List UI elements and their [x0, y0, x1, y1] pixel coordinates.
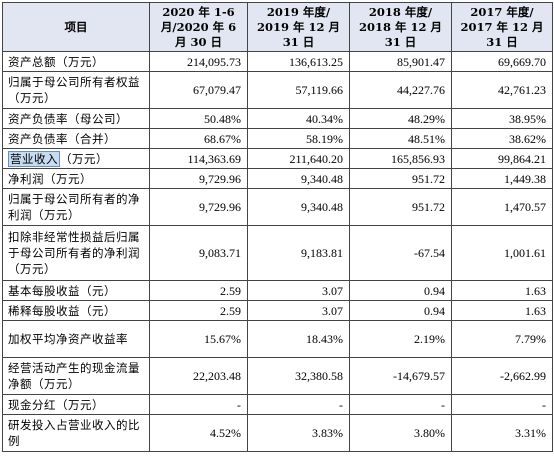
header-period-2018: 2018 年度/ 2018 年 12 月 31 日 [349, 2, 452, 52]
table-row: 净利润（万元） 9,729.96 9,340.48 951.72 1,449.3… [2, 168, 553, 189]
table-header: 项目 2020 年 1-6 月/2020 年 6 月 30 日 2019 年度/… [2, 2, 553, 52]
cell-2017: 1.63 [451, 280, 553, 301]
cell-2018: -67.54 [349, 225, 452, 281]
cell-2020: 9,083.71 [149, 225, 248, 281]
table-row: 经营活动产生的现金流量净额（万元） 22,203.48 32,380.58 -1… [2, 357, 553, 395]
row-label: 加权平均净资产收益率 [2, 320, 150, 358]
cell-2018: 85,901.47 [349, 51, 452, 72]
cell-2018: -14,679.57 [349, 357, 452, 395]
table-row: 稀释每股收益（元） 2.59 3.07 0.94 1.63 [2, 300, 553, 321]
table-row: 基本每股收益（元） 2.59 3.07 0.94 1.63 [2, 280, 553, 301]
cell-2019: 9,340.48 [247, 168, 350, 189]
cell-2018: 0.94 [349, 300, 452, 321]
cell-2019: 9,340.48 [247, 188, 350, 226]
cell-2020: 4.52% [149, 414, 248, 452]
cell-2019: 57,119.66 [247, 71, 350, 109]
cell-2017: 1,470.57 [451, 188, 553, 226]
cell-2020: 2.59 [149, 280, 248, 301]
cell-2018: - [349, 394, 452, 415]
row-label: 归属于母公司所有者权益（万元） [2, 71, 150, 109]
cell-2019: - [247, 394, 350, 415]
row-label-unit: （万元） [60, 151, 108, 166]
header-period-2017: 2017 年度/ 2017 年 12 月 31 日 [451, 2, 553, 52]
cell-2017: 99,864.21 [451, 148, 553, 169]
cell-2018: 951.72 [349, 168, 452, 189]
cell-2018: 48.51% [349, 128, 452, 149]
row-label: 研发投入占营业收入的比例 [2, 414, 150, 452]
row-label: 归属于母公司所有者的净利润（万元） [2, 188, 150, 226]
cell-2019: 9,183.81 [247, 225, 350, 281]
table-row: 研发投入占营业收入的比例 4.52% 3.83% 3.80% 3.31% [2, 414, 553, 452]
row-label: 扣除非经常性损益后归属于母公司所有者的净利润（万元） [2, 225, 150, 281]
cell-2017: 38.95% [451, 108, 553, 129]
row-label: 资产负债率（母公司） [2, 108, 150, 129]
cell-2018: 951.72 [349, 188, 452, 226]
table-row: 归属于母公司所有者权益（万元） 67,079.47 57,119.66 44,2… [2, 71, 553, 109]
cell-2019: 40.34% [247, 108, 350, 129]
row-label: 营业收入 （万元） [2, 148, 150, 169]
cell-2020: 9,729.96 [149, 168, 248, 189]
row-label: 现金分红（万元） [2, 394, 150, 415]
highlighted-text: 营业收入 [8, 150, 60, 167]
cell-2020: 67,079.47 [149, 71, 248, 109]
cell-2020: 9,729.96 [149, 188, 248, 226]
cell-2019: 3.83% [247, 414, 350, 452]
cell-2017: - [451, 394, 553, 415]
row-label: 基本每股收益（元） [2, 280, 150, 301]
table-row: 加权平均净资产收益率 15.67% 18.43% 2.19% 7.79% [2, 320, 553, 358]
row-label: 经营活动产生的现金流量净额（万元） [2, 357, 150, 395]
cell-2018: 44,227.76 [349, 71, 452, 109]
cell-2017: 7.79% [451, 320, 553, 358]
cell-2018: 48.29% [349, 108, 452, 129]
table-row: 资产总额（万元） 214,095.73 136,613.25 85,901.47… [2, 51, 553, 72]
cell-2019: 211,640.20 [247, 148, 350, 169]
cell-2020: 22,203.48 [149, 357, 248, 395]
table-row: 资产负债率（合并） 68.67% 58.19% 48.51% 38.62% [2, 128, 553, 149]
row-label: 资产负债率（合并） [2, 128, 150, 149]
cell-2017: 1.63 [451, 300, 553, 321]
cell-2020: - [149, 394, 248, 415]
cell-2017: 42,761.23 [451, 71, 553, 109]
cell-2018: 3.80% [349, 414, 452, 452]
cell-2018: 0.94 [349, 280, 452, 301]
cell-2019: 32,380.58 [247, 357, 350, 395]
cell-2019: 18.43% [247, 320, 350, 358]
table-row: 归属于母公司所有者的净利润（万元） 9,729.96 9,340.48 951.… [2, 188, 553, 226]
cell-2019: 136,613.25 [247, 51, 350, 72]
cell-2020: 50.48% [149, 108, 248, 129]
cell-2019: 3.07 [247, 300, 350, 321]
cell-2018: 165,856.93 [349, 148, 452, 169]
header-period-2020: 2020 年 1-6 月/2020 年 6 月 30 日 [149, 2, 248, 52]
header-item: 项目 [2, 2, 150, 52]
cell-2020: 2.59 [149, 300, 248, 321]
table-body: 资产总额（万元） 214,095.73 136,613.25 85,901.47… [2, 51, 553, 452]
row-label: 稀释每股收益（元） [2, 300, 150, 321]
row-label: 净利润（万元） [2, 168, 150, 189]
cell-2019: 58.19% [247, 128, 350, 149]
cell-2017: 3.31% [451, 414, 553, 452]
cell-2017: 1,449.38 [451, 168, 553, 189]
table-row: 扣除非经常性损益后归属于母公司所有者的净利润（万元） 9,083.71 9,18… [2, 225, 553, 281]
cell-2017: 38.62% [451, 128, 553, 149]
table-row: 资产负债率（母公司） 50.48% 40.34% 48.29% 38.95% [2, 108, 553, 129]
cell-2017: -2,662.99 [451, 357, 553, 395]
cell-2017: 1,001.61 [451, 225, 553, 281]
cell-2020: 214,095.73 [149, 51, 248, 72]
table-row: 营业收入 （万元） 114,363.69 211,640.20 165,856.9… [2, 148, 553, 169]
cell-2017: 69,669.70 [451, 51, 553, 72]
cell-2020: 15.67% [149, 320, 248, 358]
cell-2020: 114,363.69 [149, 148, 248, 169]
cell-2020: 68.67% [149, 128, 248, 149]
table-row: 现金分红（万元） - - - - [2, 394, 553, 415]
financial-indicators-table: 项目 2020 年 1-6 月/2020 年 6 月 30 日 2019 年度/… [2, 2, 553, 452]
header-period-2019: 2019 年度/ 2019 年 12 月 31 日 [247, 2, 350, 52]
cell-2019: 3.07 [247, 280, 350, 301]
cell-2018: 2.19% [349, 320, 452, 358]
header-row: 项目 2020 年 1-6 月/2020 年 6 月 30 日 2019 年度/… [2, 2, 553, 52]
row-label: 资产总额（万元） [2, 51, 150, 72]
